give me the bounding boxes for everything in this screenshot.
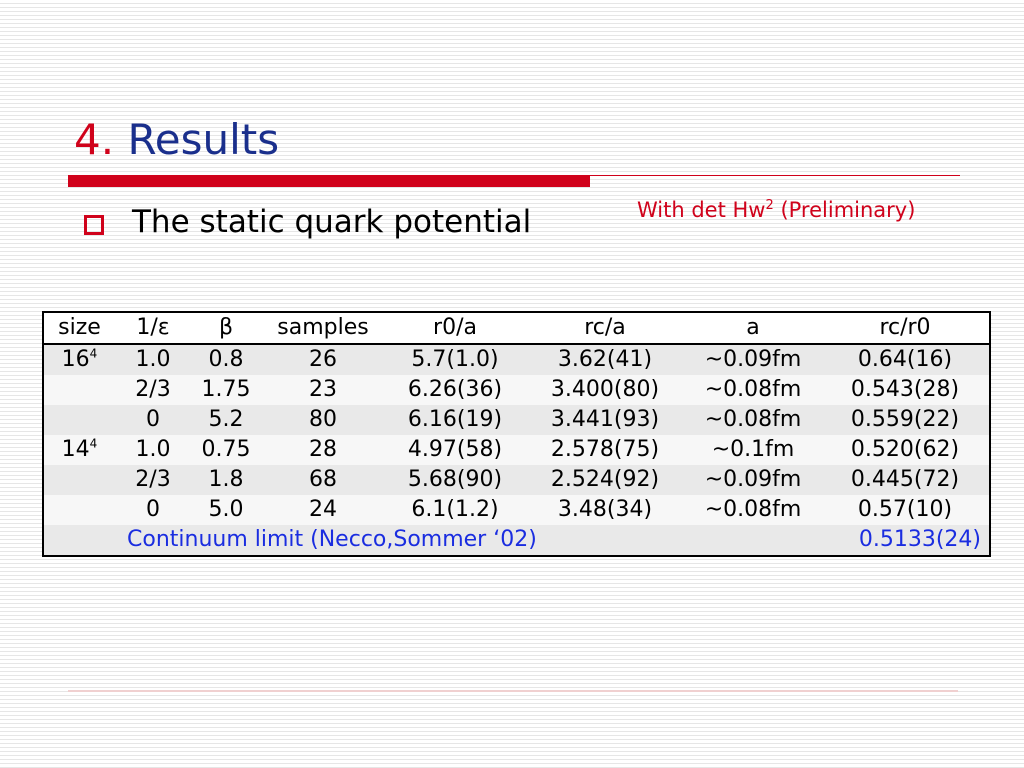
note-prefix: With det Hw [637, 198, 766, 222]
cell-rca: 2.524(92) [525, 465, 685, 495]
preliminary-note: With det Hw2 (Preliminary) [637, 198, 915, 222]
table-row: 2/3 1.75 23 6.26(36) 3.400(80) ~0.08fm 0… [43, 375, 990, 405]
cell-size [43, 405, 115, 435]
table-footer-row: Continuum limit (Necco,Sommer ‘02) 0.513… [43, 525, 990, 556]
continuum-limit-label: Continuum limit (Necco,Sommer ‘02) [115, 525, 685, 556]
size-base: 14 [61, 437, 90, 462]
table-row: 144 1.0 0.75 28 4.97(58) 2.578(75) ~0.1f… [43, 435, 990, 465]
cell-r0a: 6.16(19) [385, 405, 525, 435]
cell-rcr0: 0.64(16) [821, 344, 990, 375]
cell-size [43, 375, 115, 405]
table-row: 0 5.0 24 6.1(1.2) 3.48(34) ~0.08fm 0.57(… [43, 495, 990, 525]
cell-a: ~0.09fm [685, 344, 821, 375]
cell-rca: 2.578(75) [525, 435, 685, 465]
cell-size [43, 495, 115, 525]
cell-r0a: 5.68(90) [385, 465, 525, 495]
cell-beta: 0.8 [191, 344, 261, 375]
cell-samples: 28 [261, 435, 385, 465]
cell-inv-eps: 0 [115, 405, 191, 435]
title-number: 4. [74, 115, 115, 164]
cell-inv-eps: 2/3 [115, 375, 191, 405]
header-a: a [685, 312, 821, 345]
header-r0a: r0/a [385, 312, 525, 345]
title-underline-thick [68, 175, 590, 187]
cell-beta: 5.0 [191, 495, 261, 525]
note-suffix: (Preliminary) [773, 198, 916, 222]
title-underline-thin [590, 175, 960, 176]
footer-divider [68, 690, 958, 692]
cell-a: ~0.08fm [685, 375, 821, 405]
cell-samples: 68 [261, 465, 385, 495]
slide-title: 4. Results [74, 112, 279, 168]
cell-rca: 3.48(34) [525, 495, 685, 525]
cell-r0a: 5.7(1.0) [385, 344, 525, 375]
table-row: 2/3 1.8 68 5.68(90) 2.524(92) ~0.09fm 0.… [43, 465, 990, 495]
cell-a: ~0.08fm [685, 405, 821, 435]
cell-samples: 23 [261, 375, 385, 405]
cell-inv-eps: 0 [115, 495, 191, 525]
cell-rcr0: 0.445(72) [821, 465, 990, 495]
table-row: 0 5.2 80 6.16(19) 3.441(93) ~0.08fm 0.55… [43, 405, 990, 435]
cell-rca: 3.400(80) [525, 375, 685, 405]
cell-rca: 3.441(93) [525, 405, 685, 435]
cell-inv-eps: 1.0 [115, 435, 191, 465]
cell-rcr0: 0.543(28) [821, 375, 990, 405]
cell-rcr0: 0.559(22) [821, 405, 990, 435]
cell-rca: 3.62(41) [525, 344, 685, 375]
cell-beta: 0.75 [191, 435, 261, 465]
title-text: Results [127, 115, 280, 164]
note-superscript: 2 [765, 198, 774, 213]
bullet-text: The static quark potential [132, 204, 532, 240]
header-size: size [43, 312, 115, 345]
cell-footer-blank [43, 525, 115, 556]
cell-a: ~0.09fm [685, 465, 821, 495]
cell-samples: 26 [261, 344, 385, 375]
size-exponent: 4 [89, 346, 98, 361]
cell-samples: 80 [261, 405, 385, 435]
cell-a: ~0.1fm [685, 435, 821, 465]
cell-r0a: 6.26(36) [385, 375, 525, 405]
results-table: size 1/ε β samples r0/a rc/a a rc/r0 164… [42, 311, 991, 557]
header-samples: samples [261, 312, 385, 345]
cell-beta: 5.2 [191, 405, 261, 435]
continuum-limit-value: 0.5133(24) [821, 525, 990, 556]
cell-size: 144 [43, 435, 115, 465]
hollow-square-bullet-icon [84, 215, 104, 235]
cell-r0a: 6.1(1.2) [385, 495, 525, 525]
size-base: 16 [61, 347, 90, 372]
cell-samples: 24 [261, 495, 385, 525]
cell-rcr0: 0.57(10) [821, 495, 990, 525]
header-beta: β [191, 312, 261, 345]
table-header-row: size 1/ε β samples r0/a rc/a a rc/r0 [43, 312, 990, 345]
cell-r0a: 4.97(58) [385, 435, 525, 465]
cell-inv-eps: 1.0 [115, 344, 191, 375]
cell-size: 164 [43, 344, 115, 375]
header-rca: rc/a [525, 312, 685, 345]
cell-a: ~0.08fm [685, 495, 821, 525]
header-inv-eps: 1/ε [115, 312, 191, 345]
cell-rcr0: 0.520(62) [821, 435, 990, 465]
cell-beta: 1.75 [191, 375, 261, 405]
header-rcr0: rc/r0 [821, 312, 990, 345]
cell-footer-blank-a [685, 525, 821, 556]
table-row: 164 1.0 0.8 26 5.7(1.0) 3.62(41) ~0.09fm… [43, 344, 990, 375]
cell-beta: 1.8 [191, 465, 261, 495]
size-exponent: 4 [89, 436, 98, 451]
cell-inv-eps: 2/3 [115, 465, 191, 495]
cell-size [43, 465, 115, 495]
